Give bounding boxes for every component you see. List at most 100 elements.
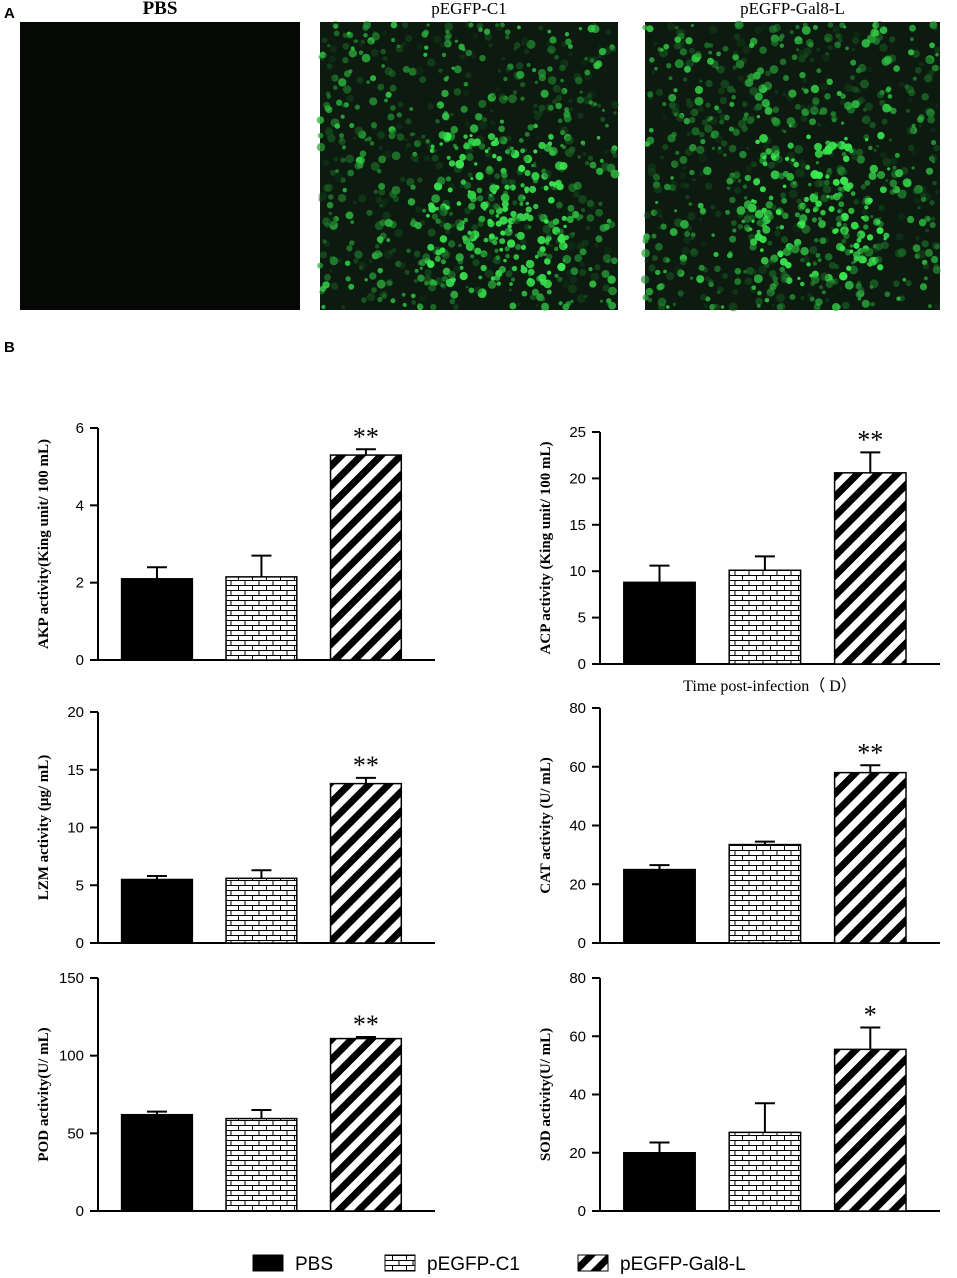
cell — [417, 274, 425, 282]
cell — [560, 78, 564, 83]
cell — [923, 276, 928, 281]
cell — [908, 144, 915, 151]
cell — [324, 273, 331, 281]
cell — [862, 107, 867, 112]
cell — [869, 285, 874, 289]
cell — [491, 153, 497, 159]
cell — [875, 20, 884, 30]
cell — [427, 243, 435, 251]
cell — [377, 83, 385, 91]
cell — [355, 156, 363, 164]
cell — [860, 79, 869, 89]
cell — [732, 53, 739, 61]
cell — [384, 98, 388, 103]
cell — [332, 85, 338, 90]
cell — [803, 47, 807, 52]
cell — [859, 248, 869, 257]
cell — [378, 200, 387, 209]
cell — [838, 201, 845, 208]
cell — [931, 241, 941, 250]
cell — [511, 277, 516, 282]
cell — [747, 73, 756, 82]
cell — [459, 272, 468, 281]
cell — [818, 111, 823, 115]
cell — [423, 29, 429, 35]
cell — [702, 303, 708, 309]
cell — [765, 70, 771, 77]
cell — [864, 205, 869, 210]
cell — [608, 221, 616, 229]
cell — [430, 303, 437, 311]
cell — [856, 155, 865, 164]
cell — [386, 238, 391, 243]
cell — [507, 224, 512, 229]
cell — [381, 293, 387, 299]
cell — [818, 180, 826, 187]
cell — [872, 21, 880, 29]
cell — [840, 93, 846, 99]
cell — [791, 244, 800, 254]
cell — [685, 37, 693, 45]
cell — [385, 278, 394, 287]
cell — [892, 168, 897, 172]
cell — [783, 74, 789, 81]
cell — [841, 301, 850, 310]
cell — [647, 297, 653, 303]
cell — [447, 270, 456, 280]
cell — [504, 227, 513, 237]
significance-label: ** — [353, 751, 379, 780]
cell — [777, 302, 786, 311]
cell — [924, 248, 933, 257]
cell — [318, 197, 323, 202]
cell — [726, 186, 731, 191]
cell — [908, 97, 913, 103]
cell — [704, 42, 711, 49]
cell — [334, 172, 343, 182]
cell — [541, 302, 550, 311]
cell — [694, 85, 704, 95]
cell — [546, 254, 550, 258]
cell — [705, 102, 711, 108]
cell — [533, 110, 538, 115]
cell — [378, 188, 386, 196]
cell — [642, 237, 649, 244]
cell — [723, 114, 730, 121]
cell — [732, 88, 737, 94]
cell — [537, 213, 545, 220]
significance-label: ** — [857, 738, 883, 767]
cell — [763, 82, 770, 88]
bar — [623, 1152, 696, 1212]
cell — [589, 161, 597, 169]
cell — [857, 63, 867, 73]
cell — [576, 96, 585, 104]
cell — [816, 68, 822, 74]
cell — [328, 211, 332, 216]
cell — [547, 66, 553, 72]
cell — [929, 221, 936, 229]
cell — [696, 145, 705, 155]
cell — [925, 56, 933, 65]
cell — [737, 179, 742, 183]
cell — [814, 107, 821, 114]
cell — [512, 200, 518, 206]
cell — [707, 57, 714, 65]
cell — [523, 223, 531, 231]
cell — [613, 111, 617, 115]
cell — [467, 172, 473, 178]
cell — [367, 37, 375, 45]
cell — [809, 273, 814, 278]
cell — [924, 74, 933, 83]
cell — [381, 64, 386, 68]
cell — [508, 288, 512, 292]
cell — [321, 304, 326, 310]
cell — [683, 77, 688, 82]
cell — [841, 231, 845, 236]
cell — [837, 140, 846, 150]
cell — [556, 231, 561, 236]
cell — [879, 151, 888, 159]
cell — [684, 183, 690, 189]
cell — [884, 291, 891, 298]
cell — [464, 142, 468, 146]
bar — [728, 569, 802, 665]
cell — [720, 305, 725, 309]
